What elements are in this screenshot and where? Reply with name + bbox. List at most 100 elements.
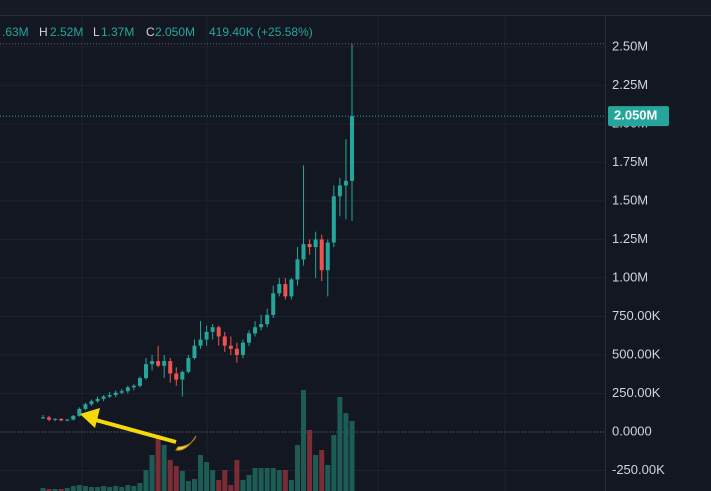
volume-bar [131,486,137,491]
candle-body [156,361,161,366]
candle-body [59,418,64,421]
y-tick-label: 1.25M [612,231,648,246]
volume-bar [101,486,107,491]
volume-bar [216,480,222,491]
high-key: H [39,25,48,39]
volume-bar [294,445,300,491]
volume-bar [64,488,70,491]
volume-bar [167,460,173,491]
volume-bar [155,435,161,491]
candle-body [350,116,354,181]
candle-body [265,314,270,325]
candle-body [71,415,76,420]
ohlc-header: .63M H 2.52M L 1.37M C 2.050M 419.40K (+… [2,25,313,39]
volume-bar [125,485,131,491]
volume-bar [222,470,228,491]
y-tick-label: -250.00K [612,462,665,477]
candle-body [253,327,258,334]
price-label-box [608,106,669,127]
y-tick-label: 2.50M [612,38,648,53]
candle-body [204,331,209,340]
banana-icon [175,435,197,451]
candle-body [168,361,173,374]
volume-bar [58,489,64,491]
candle-body [247,333,251,343]
y-tick-label: 1.00M [612,269,648,284]
volume-bar [179,471,185,491]
candle-body [101,396,106,399]
close-key: C [146,25,155,39]
candle-body [319,239,324,271]
volume-bar [307,430,313,491]
candle-body [283,284,288,297]
candle-body [228,345,233,349]
price-label: 2.050M [608,106,669,127]
volume-bar [107,487,113,491]
volume-bar [119,487,125,491]
volume-bar [137,483,143,491]
candle-body [198,339,203,346]
volume-bar [288,480,294,491]
candle-body [331,196,336,243]
candle-body [301,244,306,260]
volume-bar [301,390,307,491]
high-value: 2.52M [50,25,83,39]
candle-body [289,279,294,297]
volume-bar [258,468,264,491]
volume-bar [40,488,46,491]
candle-body [77,408,82,416]
candle-body [47,417,52,420]
candle-body [131,385,136,388]
volume-bar [252,468,258,491]
volume-bar [70,486,76,491]
volume-bar [161,445,167,491]
candle-body [174,373,179,380]
candle-body [307,244,312,248]
volume-bar [143,470,149,491]
candles [41,43,354,422]
volume-bar [113,486,119,491]
volume-bar [191,479,197,491]
change: 419.40K (+25.58%) [209,25,313,39]
y-tick-label: 1.50M [612,192,648,207]
candle-body [222,336,227,346]
annotation-arrow [80,408,197,451]
volume-bar [270,468,276,491]
volume-bar [264,468,270,491]
volume-bar [173,466,179,491]
low-key: L [93,25,100,39]
candle-body [107,395,112,397]
candle-body [210,327,215,332]
volume-bar [52,489,58,491]
volume-bar [82,486,88,491]
candle-body [271,293,276,315]
candle-body [180,371,185,380]
candle-body [41,417,45,419]
candle-body [113,392,118,396]
close-value: 2.050M [155,25,195,39]
volume-bar [210,470,216,491]
vertical-grid [81,16,506,491]
volume-bar [95,487,101,491]
candle-body [343,180,348,186]
candle-body [95,398,100,402]
candle-body [144,364,148,379]
candle-body [53,418,58,420]
y-tick-label: 250.00K [612,385,661,400]
volume-bar [228,485,234,491]
volume-bar [246,475,252,491]
candle-body [337,185,342,197]
candle-body [137,378,142,386]
candle-body [186,358,191,372]
candle-body [89,401,94,405]
volume-bar [282,470,288,491]
candle-body [125,387,130,392]
y-tick-label: 1.75M [612,154,648,169]
arrow-shaft [91,417,177,444]
volume-bar [240,480,246,491]
volume-bar [234,460,240,491]
y-tick-label: 500.00K [612,346,661,361]
volume-bar [276,470,282,491]
